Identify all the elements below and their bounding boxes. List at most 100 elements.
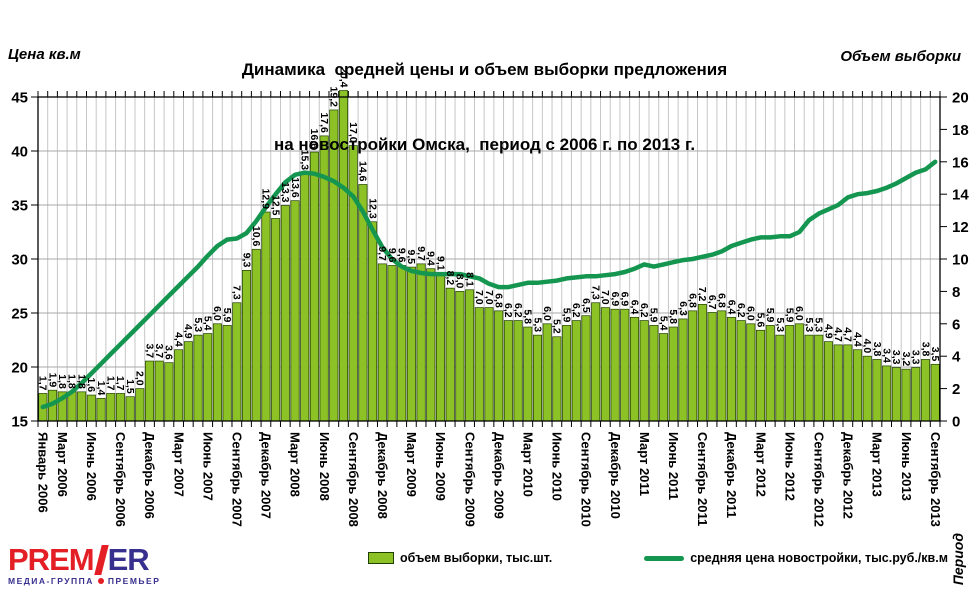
x-axis-label: Июнь 2009	[433, 432, 448, 501]
volume-bar	[455, 291, 465, 422]
x-axis-label: Июнь 2013	[899, 432, 914, 501]
bar-value-label: 4,9	[822, 324, 834, 339]
bar-value-label: 5,4	[657, 316, 669, 331]
bar-value-label: 8,2	[444, 271, 456, 286]
bar-value-label: 6,2	[638, 303, 650, 318]
bar-value-label: 5,3	[774, 317, 786, 332]
right-tick-label: 0	[952, 414, 960, 431]
volume-bar	[920, 359, 930, 422]
x-axis-label: Декабрь 2006	[142, 432, 157, 519]
x-axis-label: Декабрь 2007	[259, 432, 274, 519]
volume-bar	[872, 359, 882, 422]
bar-value-label: 5,9	[764, 308, 776, 323]
x-axis-label: Сентябрь 2012	[812, 432, 827, 527]
volume-bar	[145, 360, 155, 422]
volume-bar	[242, 269, 252, 422]
right-tick-label: 8	[952, 284, 960, 301]
bar-value-label: 8,1	[463, 272, 475, 287]
bar-value-label: 7,3	[231, 285, 243, 300]
bar-value-label: 1,8	[66, 374, 78, 389]
volume-bar	[77, 391, 87, 422]
x-axis-label: Март 2008	[288, 432, 303, 497]
volume-bar	[445, 287, 455, 422]
volume-bar	[756, 329, 766, 422]
bar-value-label: 1,7	[114, 376, 126, 391]
volume-bar	[125, 396, 135, 422]
right-tick-label: 18	[952, 122, 969, 139]
bar-value-label: 6,8	[493, 293, 505, 308]
bar-value-label: 3,6	[163, 345, 175, 360]
x-axis-label: Июнь 2006	[84, 432, 99, 501]
volume-bar	[736, 320, 746, 422]
bar-value-label: 6,9	[609, 292, 621, 307]
volume-bar	[930, 363, 940, 422]
bar-value-label: 5,3	[531, 317, 543, 332]
volume-bar	[600, 307, 610, 422]
x-axis-tick-labels: Январь 2006 Март 2006 Июнь 2006 Сентябрь 20…	[36, 432, 943, 527]
x-axis-label: Июнь 2011	[666, 432, 681, 500]
x-axis-label: Сентябрь 2007	[230, 432, 245, 527]
left-tick-label: 40	[11, 144, 28, 161]
right-axis-tick-labels: 0 2 4 6 8 10 12 14 16 18 20	[952, 90, 969, 431]
volume-bar	[804, 334, 814, 422]
volume-bar	[552, 336, 562, 422]
right-tick-label: 14	[952, 187, 969, 204]
volume-bar	[251, 248, 261, 422]
bar-value-label: 6,0	[745, 306, 757, 321]
bar-value-label: 6,0	[211, 306, 223, 321]
bar-value-label: 9,3	[240, 253, 252, 268]
volume-bar	[765, 325, 775, 422]
bar-value-label: 1,9	[46, 373, 58, 388]
bar-value-label: 3,8	[919, 342, 931, 357]
bar-value-label: 1,7	[37, 376, 49, 391]
volume-bar	[697, 304, 707, 422]
bar-value-label: 6,2	[512, 303, 524, 318]
volume-bar	[368, 221, 378, 422]
right-tick-label: 2	[952, 381, 960, 398]
bar-value-label: 2,0	[134, 371, 146, 386]
bar-value-label: 6,4	[725, 300, 737, 315]
line-swatch-icon	[644, 555, 685, 561]
volume-bar	[901, 368, 911, 422]
legend-item-volume: объем выборки, тыс.шт.	[368, 551, 552, 565]
bar-value-label: 6,8	[716, 293, 728, 308]
volume-bar	[174, 349, 184, 422]
bar-value-label: 6,3	[677, 301, 689, 316]
x-axis-label: Декабрь 2009	[491, 432, 506, 519]
volume-bar	[794, 323, 804, 422]
volume-bar	[387, 265, 397, 422]
bar-value-label: 4,9	[182, 324, 194, 339]
left-tick-label: 35	[11, 198, 28, 215]
volume-bar	[397, 265, 407, 422]
bar-value-label: 3,2	[900, 352, 912, 367]
legend-item-price: средняя цена новостройки, тыс.руб./кв.м	[644, 551, 948, 565]
bar-value-label: 4,7	[832, 327, 844, 342]
volume-bar	[212, 323, 222, 422]
bar-value-label: 9,1	[434, 256, 446, 271]
volume-bar	[523, 326, 533, 422]
bar-value-label: 12,3	[366, 198, 378, 219]
bar-value-label: 4,4	[172, 332, 184, 347]
logo-exclamation-icon	[93, 544, 109, 575]
bar-value-labels: 1,71,91,81,81,81,61,41,71,71,52,03,73,73…	[37, 67, 941, 395]
bar-value-label: 17,6	[318, 112, 330, 133]
bar-value-label: 5,9	[648, 308, 660, 323]
bar-value-label: 3,7	[153, 343, 165, 358]
x-axis-label: Март 2013	[870, 432, 885, 497]
bar-swatch-icon	[368, 552, 394, 564]
bar-value-label: 7,0	[599, 290, 611, 305]
left-tick-label: 25	[11, 306, 28, 323]
volume-bar	[843, 344, 853, 422]
x-axis-label: Март 2010	[521, 432, 536, 497]
legend: объем выборки, тыс.шт. средняя цена ново…	[368, 551, 948, 565]
right-tick-label: 10	[952, 252, 969, 269]
right-tick-label: 4	[952, 349, 961, 366]
x-axis-label: Декабрь 2010	[608, 432, 623, 519]
bar-value-label: 12,5	[269, 195, 281, 216]
x-axis-label: Март 2012	[753, 432, 768, 497]
bar-value-label: 5,3	[803, 317, 815, 332]
volume-bar	[416, 263, 426, 422]
bar-value-label: 6,7	[706, 295, 718, 310]
volume-bar	[309, 151, 319, 422]
